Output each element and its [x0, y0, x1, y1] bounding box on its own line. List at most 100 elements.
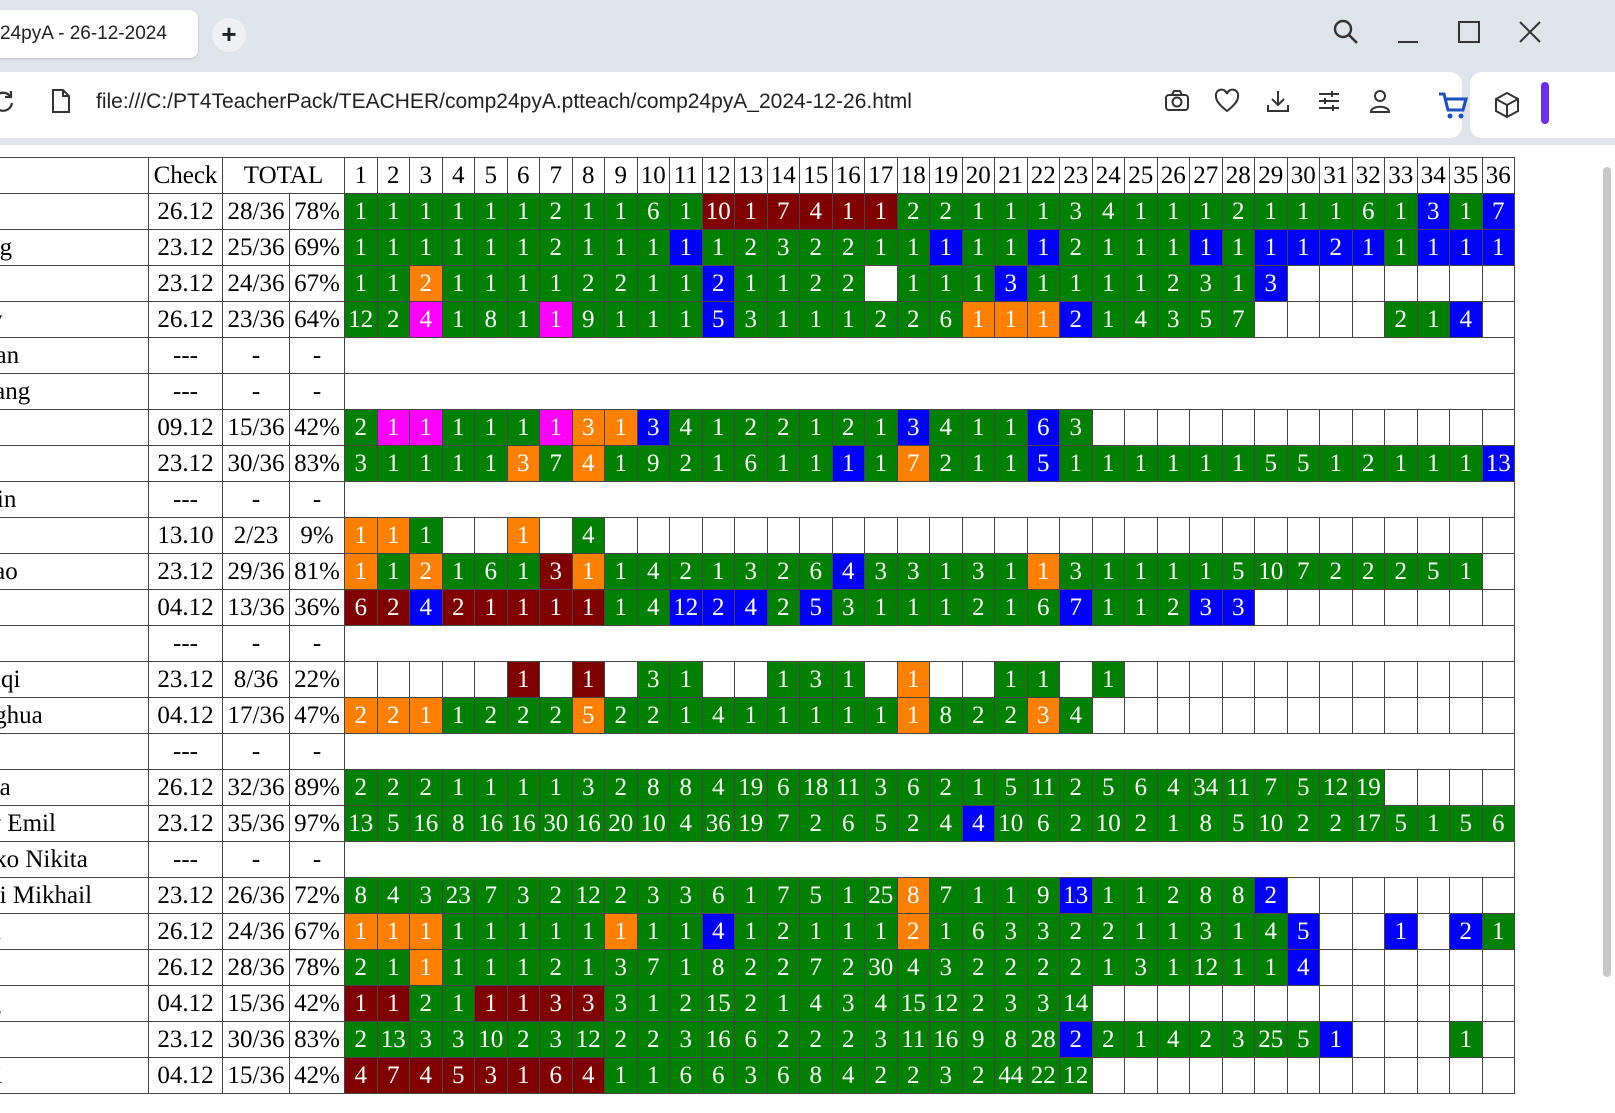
heart-icon[interactable] — [1210, 88, 1244, 122]
profile-icon[interactable] — [1363, 88, 1397, 122]
settings-sliders-icon[interactable] — [1312, 88, 1346, 122]
task-cell: 1 — [571, 193, 605, 230]
student-name: aoyang — [0, 373, 149, 410]
task-cell — [1156, 1057, 1190, 1094]
task-cell: 2 — [734, 985, 768, 1022]
total-count: 26/36 — [222, 877, 290, 914]
task-cell: 1 — [1416, 301, 1450, 338]
student-row: ue23.1230/3683%3111137419216111172115111… — [0, 445, 1515, 482]
task-cell: 4 — [1286, 949, 1320, 986]
empty-results — [344, 841, 1515, 878]
task-cell: 1 — [1481, 229, 1515, 266]
url-field[interactable]: file:///C:/PT4TeacherPack/TEACHER/comp24… — [96, 90, 912, 113]
task-cell: 6 — [831, 805, 865, 842]
task-cell: 1 — [506, 661, 540, 698]
task-cell: 1 — [1059, 265, 1093, 302]
close-icon[interactable] — [1512, 18, 1548, 54]
task-cell — [1481, 661, 1515, 698]
camera-icon[interactable] — [1160, 88, 1194, 122]
download-icon[interactable] — [1261, 88, 1295, 122]
student-name: henko Nikita — [0, 841, 149, 878]
student-name: ie — [0, 589, 149, 626]
minimize-icon[interactable] — [1390, 18, 1426, 54]
task-cell: 1 — [506, 589, 540, 626]
student-row: gyuan----- — [0, 337, 1515, 374]
task-cell: 8 — [344, 877, 378, 914]
task-cell: 4 — [701, 769, 735, 806]
task-cell: 1 — [669, 697, 703, 734]
task-cell: 1 — [799, 697, 833, 734]
task-cell: 1 — [831, 697, 865, 734]
task-cell — [1059, 661, 1093, 698]
check-date: 23.12 — [148, 877, 223, 914]
task-column-header: 32 — [1351, 157, 1385, 194]
task-cell — [1384, 1021, 1418, 1058]
task-column-header: 8 — [571, 157, 605, 194]
student-row: uan23.1224/3667%112111122112112211131111… — [0, 265, 1515, 302]
total-count: 17/36 — [222, 697, 290, 734]
task-cell — [1416, 769, 1450, 806]
task-cell: 12 — [1059, 1057, 1093, 1094]
task-cell: 1 — [441, 193, 475, 230]
cart-icon[interactable] — [1436, 88, 1470, 122]
task-cell: 4 — [1254, 913, 1288, 950]
task-cell: 4 — [571, 1057, 605, 1094]
check-date: 23.12 — [148, 1021, 223, 1058]
task-cell: 1 — [604, 913, 638, 950]
scrollbar[interactable] — [1597, 145, 1615, 1113]
task-cell: 1 — [409, 913, 443, 950]
task-cell: 1 — [636, 913, 670, 950]
task-cell: 3 — [734, 553, 768, 590]
total-count: 2/23 — [222, 517, 290, 554]
maximize-icon[interactable] — [1451, 18, 1487, 54]
student-name: etov Emil — [0, 805, 149, 842]
task-cell: 8 — [896, 877, 930, 914]
task-cell: 1 — [376, 445, 410, 482]
task-cell: 2 — [799, 805, 833, 842]
task-cell: 1 — [441, 697, 475, 734]
task-cell: 1 — [604, 193, 638, 230]
task-cell — [1416, 265, 1450, 302]
task-cell: 34 — [1189, 769, 1223, 806]
task-cell — [441, 517, 475, 554]
task-cell — [864, 661, 898, 698]
task-cell — [636, 517, 670, 554]
task-column-header: 13 — [734, 157, 768, 194]
task-cell: 6 — [701, 877, 735, 914]
task-cell: 2 — [929, 769, 963, 806]
total-count: - — [222, 625, 290, 662]
task-cell — [961, 517, 995, 554]
task-cell: 1 — [409, 697, 443, 734]
new-tab-button[interactable]: + — [212, 18, 246, 52]
task-cell — [1449, 877, 1483, 914]
task-cell: 5 — [799, 877, 833, 914]
task-cell: 1 — [474, 445, 508, 482]
student-name: ujia — [0, 193, 149, 230]
total-header: TOTAL — [222, 157, 345, 194]
scrollbar-thumb[interactable] — [1603, 167, 1611, 977]
task-cell: 1 — [701, 445, 735, 482]
task-cell: 4 — [571, 445, 605, 482]
task-cell: 1 — [994, 661, 1028, 698]
task-cell: 2 — [1351, 553, 1385, 590]
search-icon[interactable] — [1328, 18, 1364, 54]
empty-results — [344, 733, 1515, 770]
task-cell: 8 — [929, 697, 963, 734]
reload-icon[interactable] — [0, 88, 20, 122]
sidebar-indicator[interactable] — [1541, 82, 1549, 124]
task-cell: 4 — [1124, 301, 1158, 338]
task-cell — [1286, 1057, 1320, 1094]
task-cell: 2 — [799, 1021, 833, 1058]
task-cell: 9 — [636, 445, 670, 482]
task-cell: 1 — [1449, 193, 1483, 230]
task-cell: 2 — [409, 769, 443, 806]
task-cell: 1 — [1156, 193, 1190, 230]
browser-tab[interactable]: 24pyA - 26-12-2024 — [0, 10, 198, 58]
task-cell: 1 — [994, 553, 1028, 590]
task-cell: 3 — [864, 1021, 898, 1058]
task-column-header: 4 — [441, 157, 475, 194]
task-cell: 1 — [1449, 553, 1483, 590]
task-column-header: 23 — [1059, 157, 1093, 194]
package-icon[interactable] — [1492, 90, 1522, 120]
task-cell: 1 — [864, 193, 898, 230]
